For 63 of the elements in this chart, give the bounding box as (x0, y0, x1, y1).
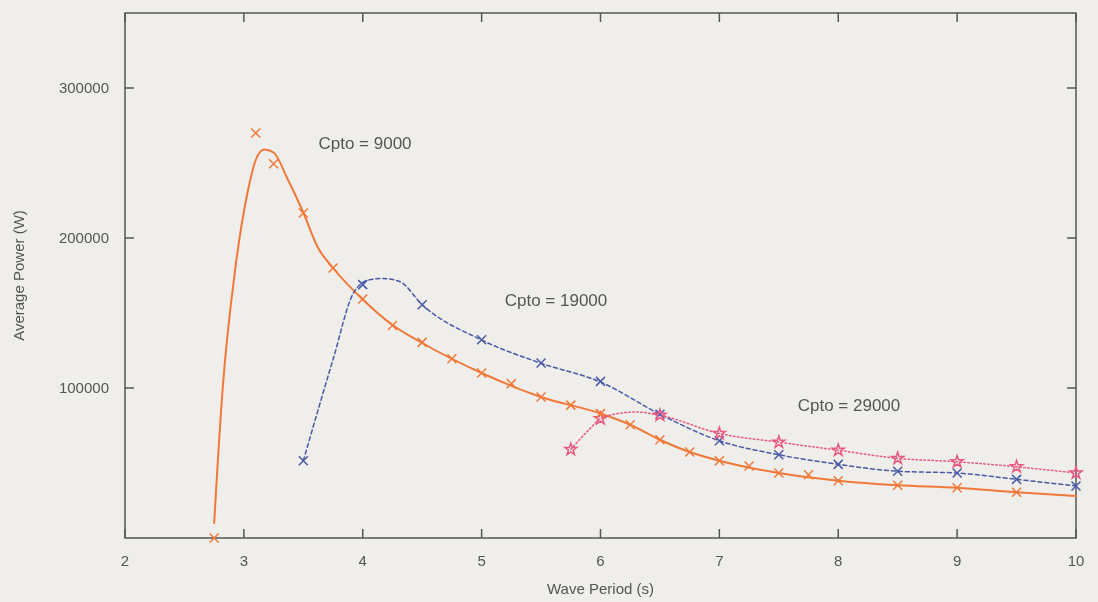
point (833, 475, 844, 486)
point (565, 399, 577, 411)
point (773, 449, 785, 460)
point (506, 378, 517, 389)
point (1069, 466, 1083, 479)
point (327, 262, 339, 274)
point (476, 334, 487, 345)
x-tick-label: 7 (715, 552, 724, 569)
point (1009, 459, 1024, 473)
point (357, 279, 368, 290)
point (624, 419, 636, 430)
point (298, 207, 309, 219)
point (892, 479, 903, 491)
point (833, 459, 844, 470)
point (564, 442, 578, 456)
point (416, 299, 428, 310)
point (535, 391, 547, 403)
point (654, 434, 666, 445)
y-tick-label: 100000 (58, 379, 109, 396)
point (208, 532, 220, 544)
point (298, 455, 309, 466)
point (446, 353, 458, 364)
x-tick-label: 2 (120, 552, 130, 569)
y-tick-label: 200000 (58, 229, 109, 246)
point (1011, 487, 1022, 498)
point (684, 446, 695, 458)
point (950, 454, 964, 468)
x-tick-label: 4 (358, 552, 367, 569)
point (387, 320, 398, 331)
y-tick-label: 300000 (58, 79, 109, 96)
x-tick-label: 9 (952, 552, 962, 569)
x-tick-label: 5 (477, 552, 486, 569)
point (951, 467, 963, 479)
point (595, 376, 606, 387)
point (714, 435, 725, 447)
point (535, 357, 547, 369)
point (773, 467, 785, 479)
point (416, 337, 428, 348)
point (951, 482, 963, 493)
point (476, 367, 487, 379)
point (593, 411, 608, 425)
point (1070, 480, 1082, 492)
point (743, 460, 755, 472)
point (892, 466, 903, 477)
point (831, 443, 845, 457)
point (803, 469, 814, 480)
point (357, 293, 368, 305)
annotation: Cpto = 29000 (797, 396, 901, 415)
x-tick-label: 10 (1067, 552, 1085, 569)
point (250, 127, 262, 139)
x-tick-label: 6 (596, 552, 605, 569)
annotation: Cpto = 19000 (504, 291, 608, 310)
point (890, 451, 905, 465)
point (1011, 474, 1022, 485)
x-tick-label: 3 (239, 552, 249, 569)
point (772, 435, 786, 448)
point (712, 426, 727, 440)
y-axis-title: Average Power (W) (10, 210, 27, 341)
point (714, 455, 725, 466)
x-tick-label: 8 (834, 552, 843, 569)
x-axis-title: Wave Period (s) (547, 580, 654, 597)
point (268, 158, 279, 169)
annotation: Cpto = 9000 (318, 134, 412, 153)
